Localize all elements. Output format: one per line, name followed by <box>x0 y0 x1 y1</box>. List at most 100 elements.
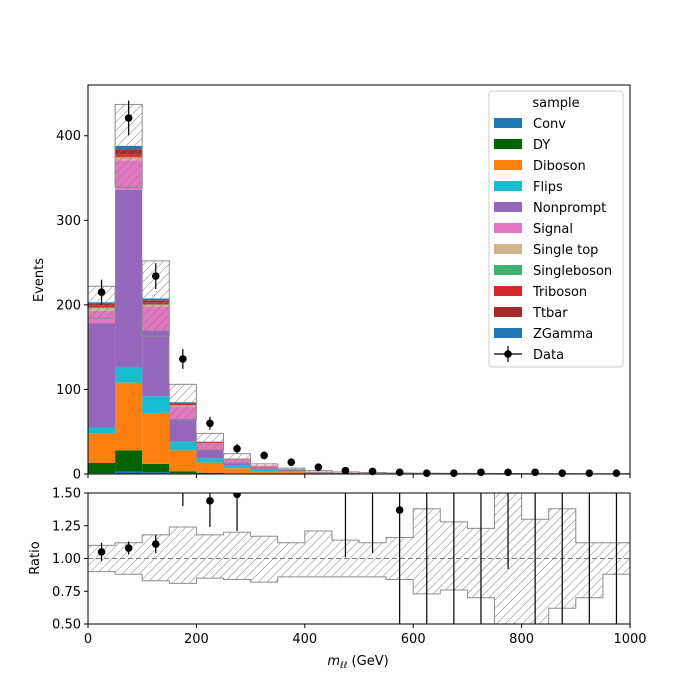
legend-label-signal: Signal <box>533 222 573 237</box>
bar-flips-0 <box>88 427 116 434</box>
ytick-bottom-label-4: 1.50 <box>52 487 81 502</box>
data-point-14 <box>477 468 485 477</box>
bar-nonprompt-5 <box>223 462 251 466</box>
xtick-label-1: 200 <box>184 632 209 647</box>
legend: sample Conv DY Diboson Flips Nonprompt Signal… <box>488 90 624 368</box>
data-point-3 <box>179 355 187 363</box>
ytick-bottom-label-3: 1.25 <box>52 519 81 534</box>
legend-label-diboson: Diboson <box>533 159 586 174</box>
data-point-4 <box>206 419 214 428</box>
bar-nonprompt-7 <box>277 470 305 472</box>
ratio-point-11 <box>395 506 404 514</box>
y-axis-label-top: Events <box>32 258 47 302</box>
bar-nonprompt-6 <box>250 468 278 470</box>
data-point-11 <box>395 468 404 477</box>
bar-flips-1 <box>115 367 143 383</box>
xtick-label-0: 0 <box>84 632 92 647</box>
x-axis-label-unit: (GeV) <box>347 654 388 669</box>
ytick-top-label-1: 100 <box>56 383 81 398</box>
x-axis-label-main: m <box>327 654 340 669</box>
band-ratio-5 <box>223 532 251 580</box>
bar-conv-1 <box>115 471 143 474</box>
data-point-10 <box>368 467 377 476</box>
data-point-16 <box>531 468 539 477</box>
x-axis-ticks: 0 200 400 600 800 1000 <box>84 624 647 647</box>
data-point-1 <box>124 114 133 122</box>
bar-dy-2 <box>142 463 170 473</box>
bar-flips-7 <box>277 471 305 473</box>
data-point-9 <box>341 466 350 475</box>
x-axis-top-ticks <box>87 474 631 478</box>
ytick-bottom-label-1: 0.75 <box>52 585 81 600</box>
ratio-point-12 <box>423 476 431 484</box>
ytick-bottom-label-0: 0.50 <box>52 618 81 633</box>
band-ratio-upper-edge <box>88 493 630 546</box>
ytick-top-label-2: 200 <box>56 298 81 313</box>
bar-nonprompt-0 <box>88 323 116 428</box>
band-top-1 <box>114 103 143 188</box>
ratio-point-0 <box>97 548 106 556</box>
band-top-7 <box>277 467 306 471</box>
ratio-point-1 <box>124 544 133 552</box>
bar-nonprompt-1 <box>115 189 143 368</box>
bar-dy-1 <box>115 450 143 472</box>
ratio-point-9 <box>342 424 350 432</box>
y-axis-label-bottom: Ratio <box>28 541 43 574</box>
band-ratio-4 <box>196 534 224 579</box>
bar-flips-2 <box>142 396 170 414</box>
ratio-point-5 <box>233 493 241 499</box>
band-ratio-6 <box>250 536 278 583</box>
bar-dy-3 <box>169 471 197 474</box>
bar-flips-3 <box>169 441 197 451</box>
ratio-point-19 <box>613 424 621 432</box>
legend-swatch-ttbar <box>494 307 522 317</box>
band-ratio-8 <box>304 530 332 577</box>
band-top-5 <box>223 453 252 464</box>
ratio-point-10 <box>369 424 377 432</box>
bar-diboson-0 <box>88 433 116 464</box>
legend-data-marker <box>504 350 512 358</box>
ratio-points <box>97 398 621 624</box>
ratio-point-14 <box>477 398 485 406</box>
bar-nonprompt-2 <box>142 330 170 397</box>
legend-label-conv: Conv <box>533 117 566 132</box>
data-point-0 <box>97 288 106 296</box>
band-top-3 <box>168 383 197 421</box>
legend-label-triboson: Triboson <box>532 285 587 300</box>
ytick-bottom-label-2: 1.00 <box>52 552 81 567</box>
data-point-17 <box>558 469 567 477</box>
bar-nonprompt-4 <box>196 449 224 459</box>
legend-frame <box>488 90 624 368</box>
ytick-top-label-0: 0 <box>73 468 81 483</box>
band-top-4 <box>195 432 224 451</box>
ratio-panel: 0.500.751.001.251.50 0 200 400 600 800 1000 R… <box>28 398 647 672</box>
ratio-point-13 <box>450 450 458 458</box>
data-point-5 <box>233 444 241 453</box>
legend-swatch-diboson <box>494 160 522 170</box>
legend-items: Conv DY Diboson Flips Nonprompt Signal Single … <box>494 117 612 363</box>
band-ratio-3 <box>169 527 197 584</box>
data-point-19 <box>612 469 621 477</box>
bar-dy-4 <box>196 472 224 474</box>
band-ratio-lower-edge <box>88 571 630 624</box>
bar-flips-4 <box>196 458 224 463</box>
bar-flips-5 <box>223 465 251 469</box>
legend-label-single-top: Single top <box>533 243 598 258</box>
ratio-point-4 <box>206 497 214 505</box>
ratio-point-2 <box>151 540 160 548</box>
xtick-label-2: 400 <box>292 632 317 647</box>
ytick-top-label-4: 400 <box>56 129 81 144</box>
legend-title: sample <box>532 96 579 111</box>
legend-swatch-dy <box>494 139 522 149</box>
main-panel-frame <box>87 84 631 475</box>
legend-swatch-flips <box>494 181 522 191</box>
band-top-6 <box>250 463 279 468</box>
bar-diboson-7 <box>277 472 305 474</box>
bar-diboson-4 <box>196 462 224 473</box>
bar-diboson-8 <box>304 473 332 474</box>
bar-dy-0 <box>88 463 116 474</box>
data-point-8 <box>314 463 323 472</box>
legend-label-dy: DY <box>533 138 550 153</box>
legend-swatch-triboson <box>494 286 522 296</box>
y-axis-bottom-ticks: 0.50 0.75 1.00 1.25 1.50 <box>52 487 88 633</box>
